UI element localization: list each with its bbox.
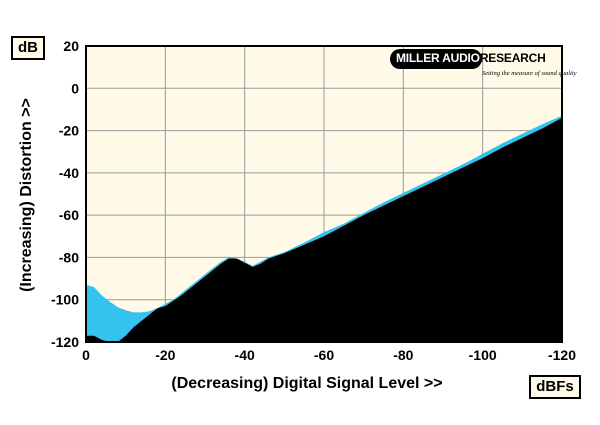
y-axis-label: (Increasing) Distortion >> [18, 98, 35, 292]
x-tick-label: -60 [314, 347, 334, 363]
y-tick-label: 0 [71, 80, 79, 96]
brand-logo: MILLER AUDIORESEARCH Setting the measure… [390, 49, 577, 79]
x-tick-label: -80 [393, 347, 413, 363]
x-unit-label: dBFs [529, 375, 581, 399]
x-tick-labels: 0 -20 -40 -60 -80 -100 -120 [82, 347, 576, 363]
plot-frame [85, 45, 563, 343]
x-axis-label: (Decreasing) Digital Signal Level >> [171, 375, 443, 392]
logo-name: MILLER AUDIORESEARCH [396, 51, 546, 65]
logo-name-highlight: MILLER AUDIO [396, 51, 480, 65]
y-tick-label: -120 [51, 334, 79, 350]
logo-name-rest: RESEARCH [479, 51, 546, 65]
y-tick-label: -20 [59, 123, 79, 139]
y-unit-label: dB [11, 36, 45, 60]
y-tick-label: -80 [59, 249, 79, 265]
y-tick-labels: 20 0 -20 -40 -60 -80 -100 -120 [51, 38, 79, 350]
x-tick-label: -40 [235, 347, 255, 363]
y-tick-label: -100 [51, 292, 79, 308]
logo-tagline: Setting the measure of sound quality [482, 70, 577, 77]
x-tick-label: -120 [548, 347, 576, 363]
distortion-lower-area [86, 117, 562, 343]
logo-pill [390, 49, 482, 69]
y-tick-label: 20 [63, 38, 79, 54]
x-tick-label: -100 [469, 347, 497, 363]
y-tick-label: -40 [59, 165, 79, 181]
x-tick-label: -20 [155, 347, 175, 363]
y-tick-label: -60 [59, 207, 79, 223]
x-tick-label: 0 [82, 347, 90, 363]
